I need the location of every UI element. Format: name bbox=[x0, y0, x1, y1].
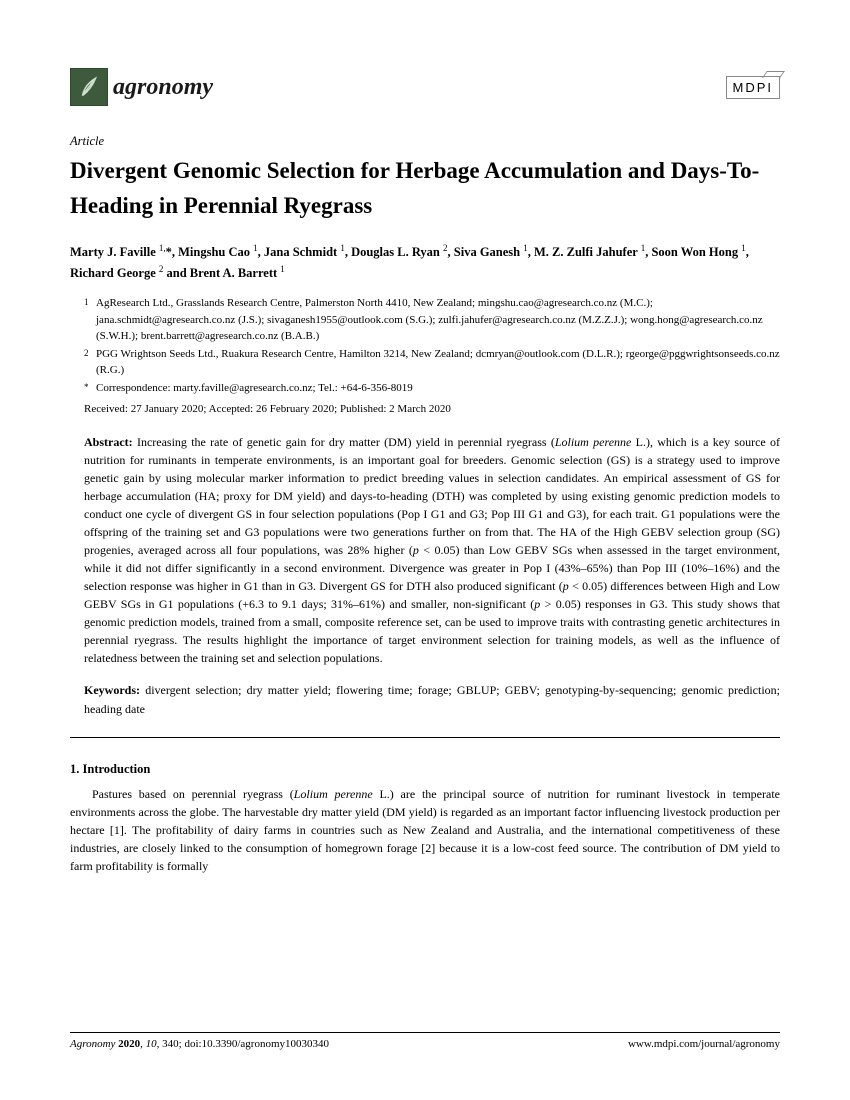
affiliation-text: Correspondence: marty.faville@agresearch… bbox=[96, 380, 413, 397]
publication-dates: Received: 27 January 2020; Accepted: 26 … bbox=[84, 403, 780, 415]
page-footer: Agronomy 2020, 10, 340; doi:10.3390/agro… bbox=[70, 1032, 780, 1050]
affiliation-text: AgResearch Ltd., Grasslands Research Cen… bbox=[96, 295, 780, 345]
abstract-label: Abstract: bbox=[84, 435, 133, 449]
affiliation-marker: 1 bbox=[84, 295, 96, 345]
abstract-text: Increasing the rate of genetic gain for … bbox=[84, 435, 780, 665]
affiliation-item: 2 PGG Wrightson Seeds Ltd., Ruakura Rese… bbox=[84, 346, 780, 379]
section-divider bbox=[70, 737, 780, 738]
journal-leaf-icon bbox=[70, 68, 108, 106]
affiliation-item: * Correspondence: marty.faville@agresear… bbox=[84, 380, 780, 397]
affiliation-marker: 2 bbox=[84, 346, 96, 379]
affiliations-block: 1 AgResearch Ltd., Grasslands Research C… bbox=[84, 295, 780, 396]
affiliation-text: PGG Wrightson Seeds Ltd., Ruakura Resear… bbox=[96, 346, 780, 379]
footer-url: www.mdpi.com/journal/agronomy bbox=[628, 1038, 780, 1050]
page-header: agronomy MDPI bbox=[70, 68, 780, 106]
section-heading: 1. Introduction bbox=[70, 762, 780, 777]
publisher-logo: MDPI bbox=[726, 76, 781, 99]
journal-logo: agronomy bbox=[70, 68, 213, 106]
footer-citation: Agronomy 2020, 10, 340; doi:10.3390/agro… bbox=[70, 1038, 329, 1050]
article-title: Divergent Genomic Selection for Herbage … bbox=[70, 154, 780, 223]
keywords-label: Keywords: bbox=[84, 683, 140, 697]
article-type: Article bbox=[70, 134, 780, 149]
introduction-paragraph: Pastures based on perennial ryegrass (Lo… bbox=[70, 785, 780, 875]
author-list: Marty J. Faville 1,*, Mingshu Cao 1, Jan… bbox=[70, 241, 780, 283]
keywords-text: divergent selection; dry matter yield; f… bbox=[84, 683, 780, 716]
affiliation-item: 1 AgResearch Ltd., Grasslands Research C… bbox=[84, 295, 780, 345]
keywords: Keywords: divergent selection; dry matte… bbox=[84, 681, 780, 718]
affiliation-marker: * bbox=[84, 380, 96, 397]
abstract: Abstract: Increasing the rate of genetic… bbox=[84, 433, 780, 667]
journal-name: agronomy bbox=[113, 74, 213, 101]
